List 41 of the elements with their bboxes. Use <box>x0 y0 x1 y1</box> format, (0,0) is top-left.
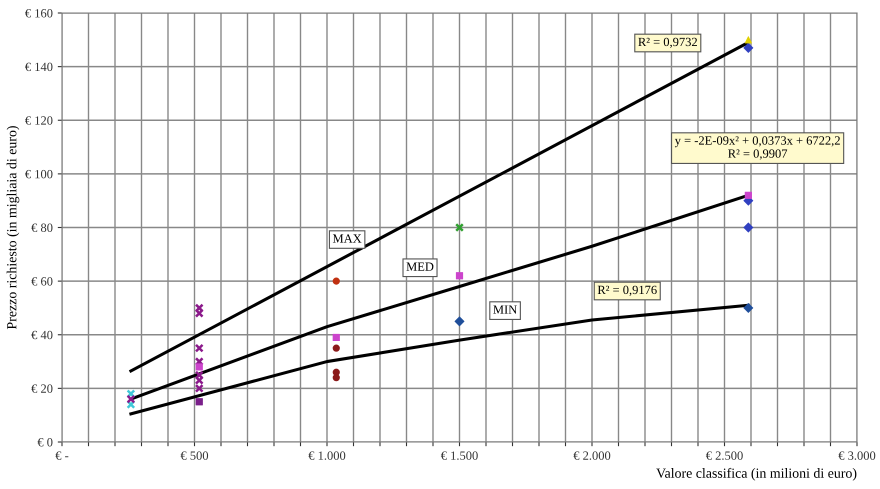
point <box>456 272 464 280</box>
point <box>743 302 754 313</box>
y-tick-label: € 20 <box>31 384 52 393</box>
point <box>332 278 340 285</box>
y-tick-label: € 40 <box>31 330 52 340</box>
x-tick-label: € 3.000 <box>838 451 876 460</box>
y-tick-label: € 80 <box>31 224 52 232</box>
annotation: MIN <box>493 305 517 314</box>
x-tick-label: € - <box>55 451 68 460</box>
annotation: MED <box>406 262 434 271</box>
point <box>744 192 752 199</box>
point <box>194 344 204 353</box>
annotation: y = -2E-09x² + 0,0373x + 6722,2 R² = 0,9907 <box>674 136 840 160</box>
point <box>126 394 136 404</box>
point <box>743 222 754 232</box>
y-tick-label: € 0 <box>38 438 52 446</box>
y-tick-label: € 60 <box>31 277 52 286</box>
y-axis-title: Prezzo richiesto (in migliaia di euro) <box>6 126 20 330</box>
point <box>332 334 340 342</box>
point <box>196 363 203 371</box>
x-axis-title: Valore classifica (in milioni di euro) <box>656 468 856 481</box>
annotation: R² = 0,9732 <box>638 38 697 48</box>
point <box>743 42 754 53</box>
y-tick-label: € 160 <box>25 9 52 18</box>
point <box>454 222 464 232</box>
y-tick-label: € 100 <box>25 170 52 178</box>
y-tick-label: € 140 <box>25 62 52 72</box>
point <box>454 316 464 326</box>
y-tick-label: € 120 <box>25 116 52 125</box>
point <box>196 398 203 406</box>
x-tick-label: € 500 <box>180 451 208 460</box>
x-tick-label: € 2.000 <box>573 451 610 460</box>
point <box>332 344 340 352</box>
point <box>332 374 340 382</box>
annotation: MAX <box>332 234 362 243</box>
x-tick-label: € 1.500 <box>440 451 478 460</box>
point <box>744 36 752 44</box>
annotation: R² = 0,9176 <box>598 286 657 296</box>
x-tick-label: € 2.500 <box>706 451 743 460</box>
point <box>194 384 204 393</box>
x-tick-label: € 1.000 <box>308 451 346 460</box>
